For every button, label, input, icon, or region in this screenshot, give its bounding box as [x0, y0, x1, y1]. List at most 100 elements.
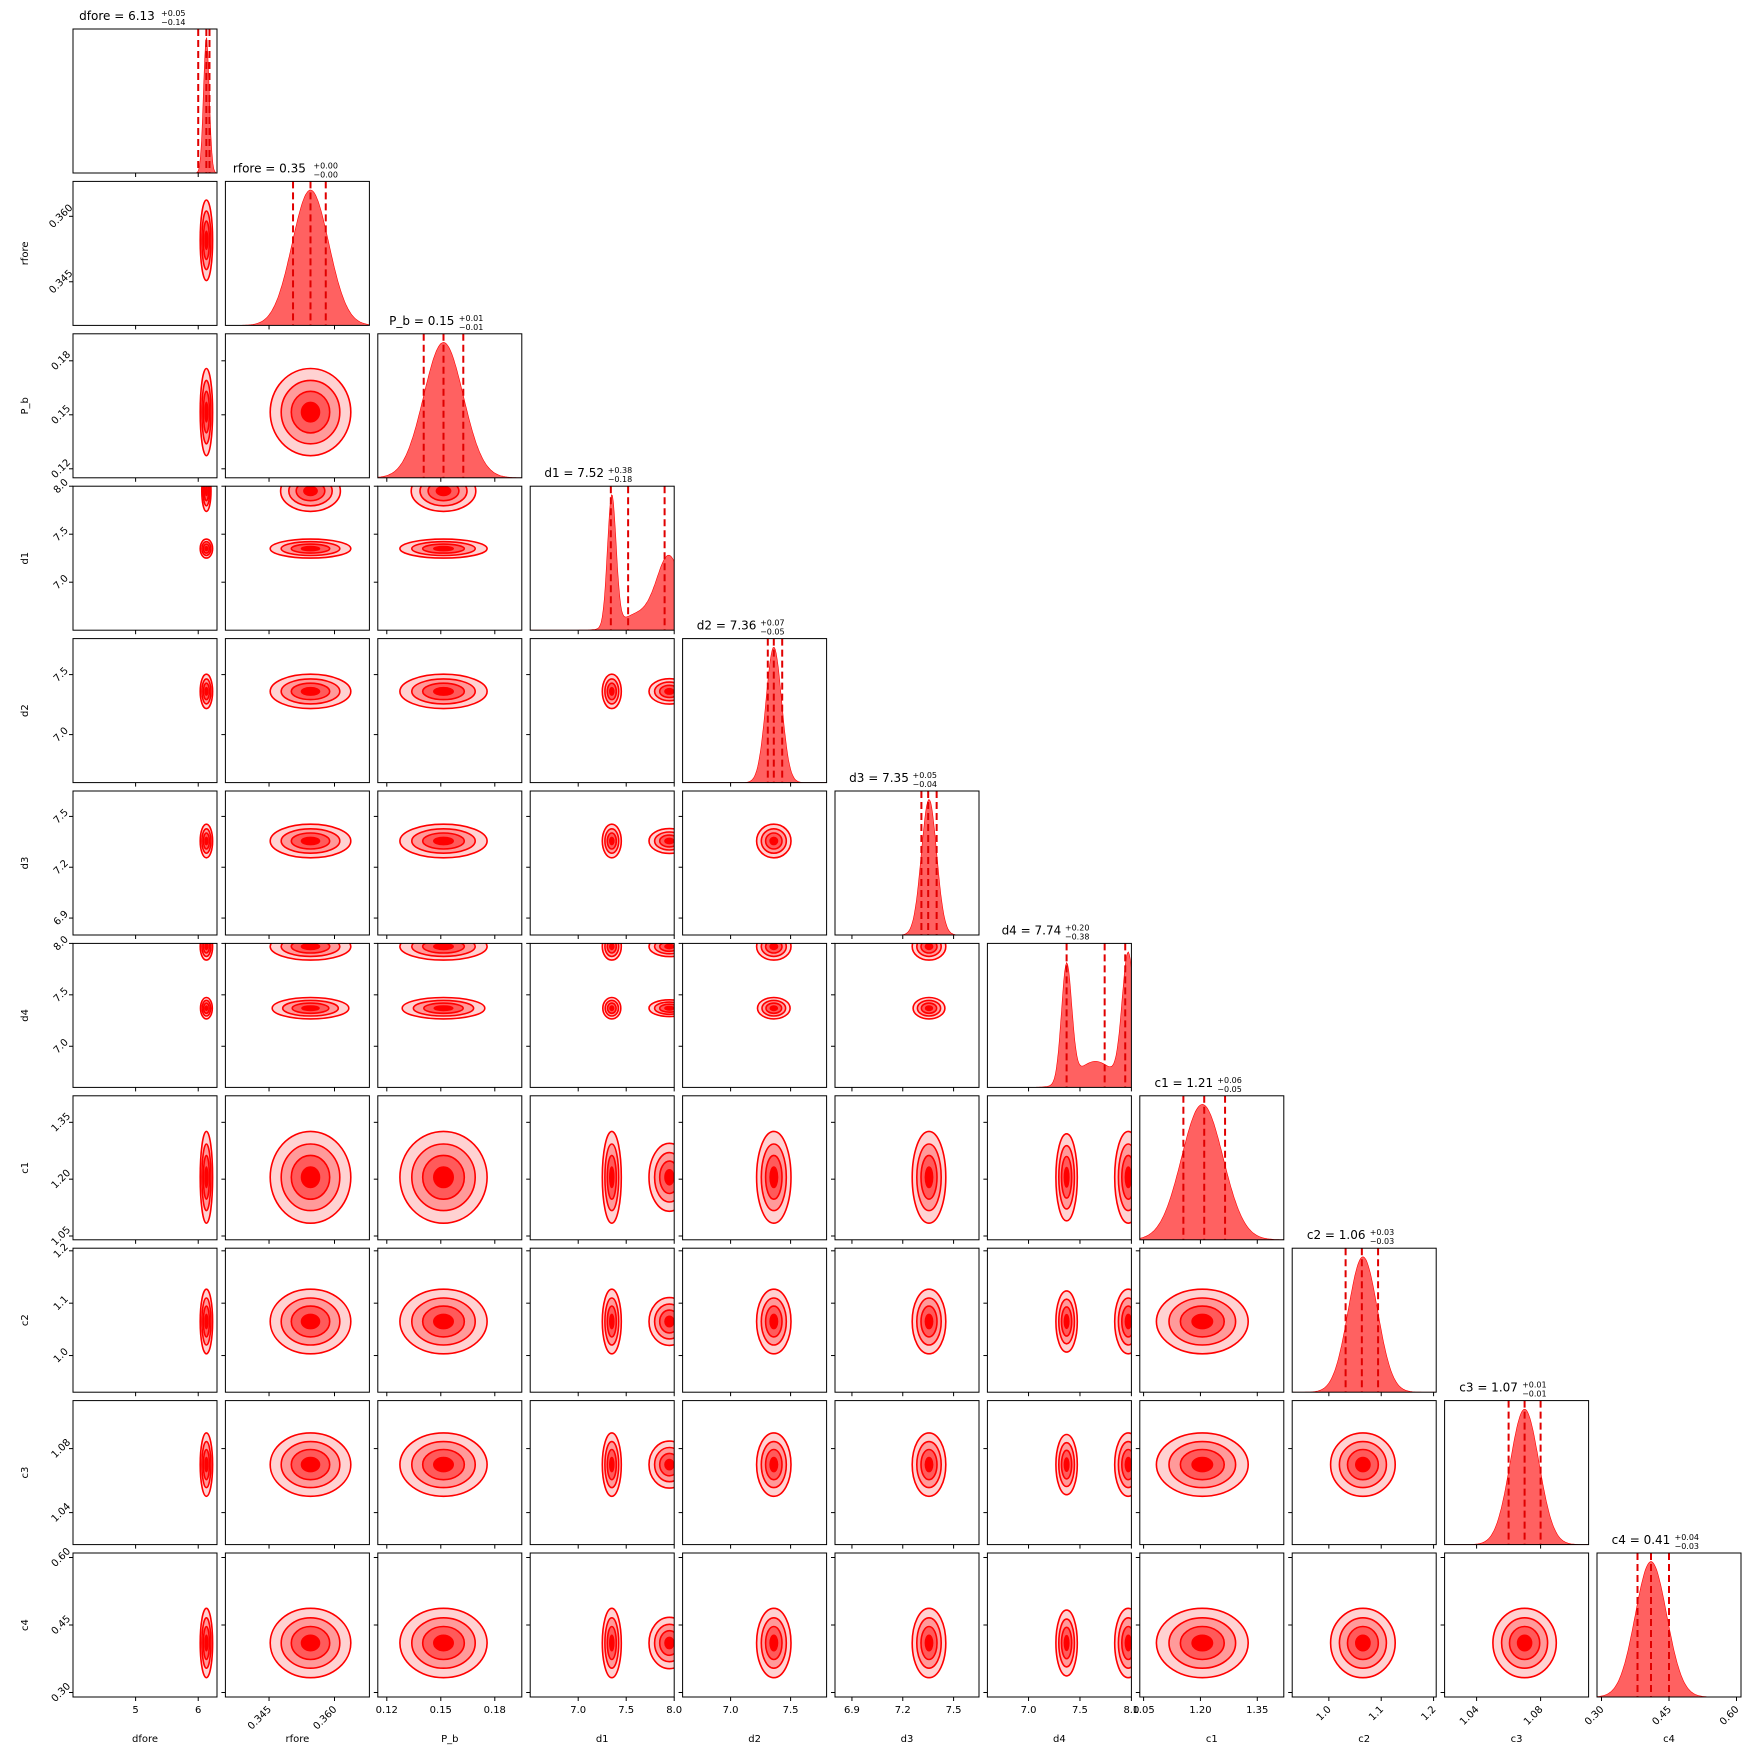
xtick-label-c4-1: 0.45 [1650, 1704, 1674, 1728]
contour-d1-c3-3-0-0 [608, 1456, 615, 1473]
contour-panel-rfore-d3 [221, 790, 370, 939]
xtick-label-d4-0: 7.0 [1021, 1705, 1037, 1716]
contour-panel-d1-c1 [526, 1095, 675, 1244]
panel-frame-0-9 [72, 1400, 218, 1546]
contour-dfore-d2-3-0-0 [204, 686, 209, 696]
ytick-label-d2-0: 7.0 [52, 725, 71, 744]
xaxis-label-rfore: rfore [286, 1734, 310, 1745]
title-sup-c1: +0.06 [1217, 1076, 1242, 1085]
panel-frame-2-7 [377, 1095, 523, 1241]
xtick-label-dfore-1: 6 [195, 1705, 201, 1716]
ytick-label-d1-0: 7.0 [52, 573, 71, 592]
panel-frame-5-7 [834, 1095, 980, 1241]
xtick-label-d1-1: 7.5 [618, 1705, 634, 1716]
panel-frame-2-6 [377, 942, 523, 1088]
xtick-label-c1-0: 1.05 [1132, 1705, 1154, 1716]
panel-frame-1-10 [224, 1552, 370, 1698]
contour-panel-rfore-c4: 0.345 0.360 [221, 1552, 370, 1732]
panel-frame-4-9 [682, 1400, 828, 1546]
title-sub-rfore: −0.00 [313, 170, 338, 179]
contour-d3-c1-3-0-0 [924, 1166, 934, 1189]
panel-frame-0-6 [72, 942, 218, 1088]
panel-frame-3-3 [529, 485, 675, 631]
xtick-label-d4-2: 8.0 [1123, 1705, 1139, 1716]
title-sup-d2: +0.07 [760, 619, 785, 628]
panel-frame-6-9 [986, 1400, 1132, 1546]
hist-panel-d1: d1 = 7.52 +0.38−0.18 [529, 466, 675, 635]
ytick-label-d3-2: 7.5 [52, 807, 71, 826]
contour-panel-rfore-c1 [221, 1095, 370, 1244]
xtick-label-c3-1: 1.08 [1522, 1704, 1546, 1728]
contour-panel-dfore-d2: 7.0 7.5 [52, 638, 218, 787]
yaxis-label-P_b: P_b [20, 397, 31, 414]
xtick-label-dfore-0: 5 [132, 1705, 138, 1716]
contour-panel-rfore-c3 [221, 1400, 370, 1549]
panel-frame-7-8 [1139, 1247, 1285, 1393]
xtick-label-d2-1: 7.5 [783, 1705, 799, 1716]
hist-panel-d4: d4 = 7.74 +0.20−0.38 [986, 923, 1132, 1092]
xaxis-label-dfore: dfore [132, 1734, 158, 1745]
contour-panel-c1-c4: 1.05 1.20 1.35 [1132, 1552, 1285, 1716]
xaxis-label-c2: c2 [1358, 1734, 1370, 1745]
ytick-label-d3-1: 7.2 [52, 858, 71, 877]
contour-panel-d2-c3 [678, 1400, 828, 1549]
panel-frame-5-8 [834, 1247, 980, 1393]
contour-d1-d4-3-0-1 [609, 943, 615, 951]
contour-dfore-d4-3-0-1 [204, 943, 209, 951]
ytick-label-d2-1: 7.5 [52, 665, 71, 684]
contour-dfore-c4-3-0-0 [204, 1634, 209, 1652]
xtick-label-P_b-1: 0.15 [430, 1705, 452, 1716]
yaxis-label-c3: c3 [20, 1467, 31, 1479]
xtick-label-d1-2: 8.0 [666, 1705, 682, 1716]
contour-panel-d3-c1 [831, 1095, 980, 1244]
xtick-label-c1-1: 1.20 [1189, 1705, 1211, 1716]
histogram-fill-dfore [73, 37, 217, 173]
contour-panel-dfore-c1: 1.051.201.35 [50, 1095, 218, 1248]
panel-frame-3-7 [529, 1095, 675, 1241]
contour-d2-d4-3-0-0 [769, 1005, 779, 1012]
panel-frame-3-10 [529, 1552, 675, 1698]
contour-d2-c3-3-0-0 [769, 1456, 779, 1473]
contour-panel-d3-c4: 6.9 7.2 7.5 [831, 1552, 980, 1716]
title-sup-c3: +0.01 [1522, 1381, 1547, 1390]
contour-c3-c4-3-0-0 [1516, 1634, 1533, 1652]
panel-frame-2-5 [377, 790, 523, 936]
contour-d2-d4-3-0-1 [769, 943, 779, 951]
contour-panel-dfore-c2: 1.01.11.2 [52, 1242, 218, 1397]
contour-panel-d2-c1 [678, 1095, 828, 1244]
histogram-fill-d1 [530, 494, 675, 631]
title-d2: d2 = 7.36 [697, 619, 757, 633]
histogram-fill-d2 [682, 646, 827, 783]
contour-rfore-c1-3-0-0 [300, 1166, 321, 1189]
contour-rfore-c2-3-0-0 [300, 1313, 321, 1330]
yaxis-label-d2: d2 [20, 704, 31, 717]
contour-dfore-d1-3-0-0 [204, 545, 209, 552]
xtick-label-d4-1: 7.5 [1072, 1705, 1088, 1716]
title-sub-P_b: −0.01 [459, 323, 484, 332]
panel-frame-1-7 [224, 1095, 370, 1241]
xtick-label-c4-0: 0.30 [1583, 1704, 1607, 1728]
contour-d3-c2-3-0-0 [924, 1313, 934, 1330]
contour-dfore-c1-3-0-0 [204, 1166, 209, 1189]
title-sub-d3: −0.04 [913, 780, 938, 789]
contour-panel-P_b-d4 [373, 942, 523, 1092]
hist-panel-rfore: rfore = 0.35 +0.00−0.00 [224, 161, 370, 330]
ytick-label-d4-0: 7.0 [52, 1037, 71, 1056]
ytick-label-d4-1: 7.5 [52, 986, 71, 1005]
contour-P_b-c3-3-0-0 [433, 1456, 455, 1473]
panel-frame-9-10 [1444, 1552, 1590, 1698]
contour-P_b-d4-3-0-1 [433, 943, 454, 951]
xaxis-label-c4: c4 [1663, 1734, 1675, 1745]
contour-d1-d4-3-1-0 [664, 1005, 675, 1011]
xaxis-label-d2: d2 [748, 1734, 761, 1745]
xaxis-label-c1: c1 [1206, 1734, 1218, 1745]
contour-d4-c1-3-1-0 [1124, 1166, 1132, 1189]
contour-d2-d3-3-0-0 [769, 836, 779, 846]
panel-frame-1-1 [224, 180, 370, 326]
contour-c1-c4-3-0-0 [1191, 1634, 1214, 1652]
panel-frame-2-2 [377, 333, 523, 479]
contour-panel-rfore-P_b [221, 333, 370, 482]
title-sup-d4: +0.20 [1065, 923, 1090, 932]
title-sup-P_b: +0.01 [459, 314, 484, 323]
